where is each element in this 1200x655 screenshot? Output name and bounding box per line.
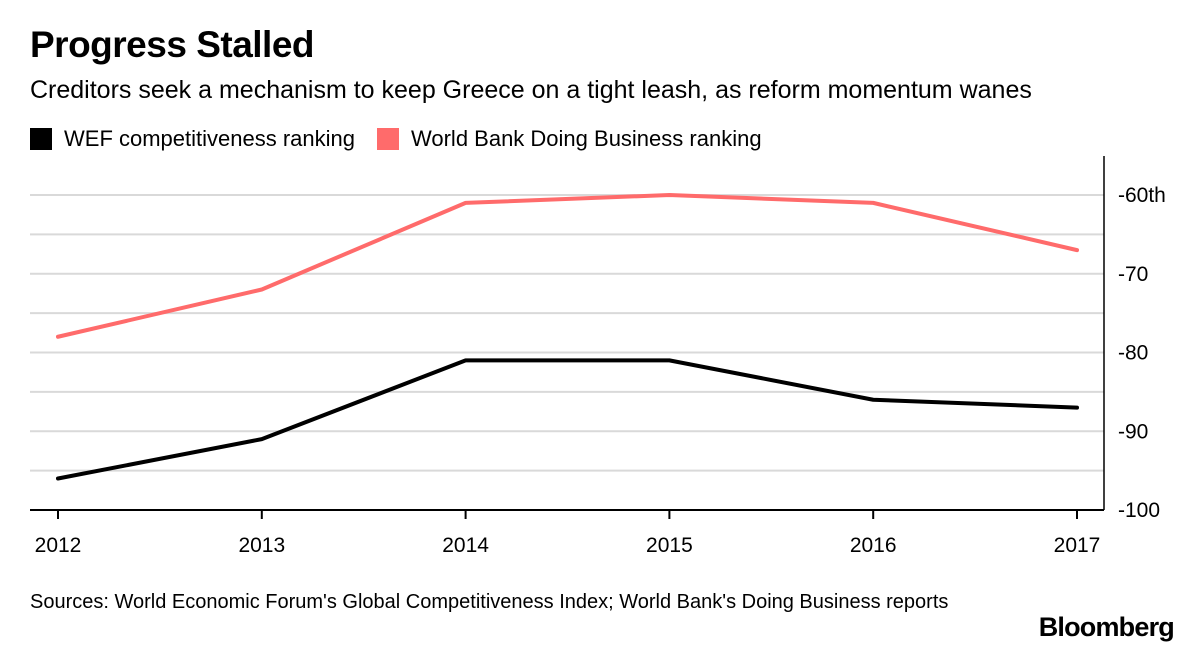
- x-axis: [30, 156, 1105, 519]
- gridlines: [30, 194, 1104, 472]
- x-tick-labels: 2012 2013 2014 2015 2016 2017: [35, 534, 1101, 557]
- y-tick-label-90: -90: [1118, 420, 1148, 443]
- y-tick-label-60: -60th: [1118, 184, 1166, 207]
- legend-swatch-world-bank: [377, 128, 399, 150]
- series-line-wef: [56, 358, 1079, 481]
- chart-title: Progress Stalled: [30, 24, 315, 65]
- y-tick-label-70: -70: [1118, 263, 1148, 286]
- legend: WEF competitiveness ranking World Bank D…: [30, 126, 784, 152]
- legend-item-wef: WEF competitiveness ranking: [30, 126, 355, 152]
- x-tick-label-2017: 2017: [1054, 534, 1101, 557]
- legend-swatch-wef: [30, 128, 52, 150]
- x-tick-label-2016: 2016: [850, 534, 897, 557]
- legend-item-world-bank: World Bank Doing Business ranking: [377, 126, 762, 152]
- legend-label-world-bank: World Bank Doing Business ranking: [411, 126, 762, 151]
- y-tick-label-100: -100: [1118, 499, 1160, 522]
- x-tick-label-2012: 2012: [35, 534, 82, 557]
- source-note: Sources: World Economic Forum's Global C…: [30, 591, 949, 613]
- bloomberg-logo: Bloomberg: [1038, 612, 1175, 642]
- chart-subtitle: Creditors seek a mechanism to keep Greec…: [30, 76, 1032, 104]
- series-lines: [56, 193, 1079, 481]
- x-tick-label-2014: 2014: [442, 534, 489, 557]
- x-tick-label-2013: 2013: [238, 534, 285, 557]
- x-tick-label-2015: 2015: [646, 534, 693, 557]
- series-line-world-bank: [56, 193, 1079, 339]
- y-tick-label-80: -80: [1118, 342, 1148, 365]
- y-axis: -60th -70 -80 -90 -100: [1118, 184, 1166, 522]
- legend-label-wef: WEF competitiveness ranking: [64, 126, 355, 151]
